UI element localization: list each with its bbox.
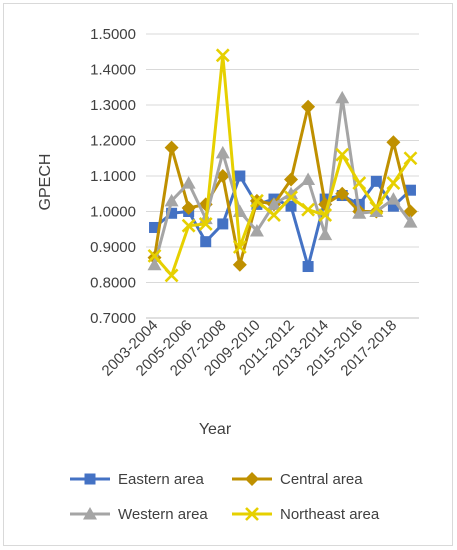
data-point xyxy=(217,218,229,230)
data-point xyxy=(166,207,178,219)
y-axis-title: GPECH xyxy=(37,154,54,211)
legend-item: Central area xyxy=(232,471,363,488)
data-point xyxy=(181,218,196,233)
y-tick-label: 1.4000 xyxy=(90,62,136,79)
data-point xyxy=(318,208,333,222)
data-point xyxy=(149,221,161,233)
data-point xyxy=(147,257,162,271)
data-point xyxy=(403,151,418,166)
data-point xyxy=(284,186,299,200)
y-tick-label: 1.2000 xyxy=(90,133,136,150)
data-point xyxy=(335,147,350,162)
data-point xyxy=(215,145,230,159)
data-point xyxy=(249,193,264,208)
data-point xyxy=(164,193,179,207)
legend-label: Western area xyxy=(118,506,208,523)
legend-marker xyxy=(83,507,97,520)
data-point xyxy=(301,202,316,217)
series-line xyxy=(153,53,412,277)
data-point xyxy=(234,170,246,182)
data-point xyxy=(181,176,196,189)
data-point xyxy=(387,200,399,212)
chart-frame xyxy=(3,3,453,546)
legend-label: Central area xyxy=(280,471,363,488)
data-point xyxy=(267,208,281,222)
series-line xyxy=(153,96,412,266)
data-point xyxy=(284,190,298,205)
data-point xyxy=(301,172,316,186)
data-point xyxy=(403,215,418,228)
y-axis-tick-labels: 0.7000 0.8000 0.9000 1.0000 1.1000 1.2000 1.30… xyxy=(90,26,136,327)
data-point xyxy=(370,175,382,187)
y-tick-label: 0.7000 xyxy=(90,310,136,327)
data-point xyxy=(249,224,264,237)
data-point xyxy=(302,261,314,273)
y-tick-label: 1.1000 xyxy=(90,168,136,185)
data-point xyxy=(369,201,384,215)
legend-item: Western area xyxy=(70,506,208,523)
data-point xyxy=(266,197,281,210)
data-point xyxy=(386,192,401,205)
legend-label: Eastern area xyxy=(118,471,205,488)
data-point xyxy=(404,184,416,196)
x-axis-title: Year xyxy=(199,421,232,438)
data-point xyxy=(301,99,316,114)
legend-marker xyxy=(84,473,96,485)
data-point xyxy=(215,169,230,183)
y-tick-label: 0.8000 xyxy=(90,275,136,292)
series-northeast-area xyxy=(147,48,418,283)
data-point xyxy=(352,206,367,219)
legend-item: Eastern area xyxy=(70,471,205,488)
data-point xyxy=(386,176,401,191)
series-layer xyxy=(147,48,418,283)
y-tick-label: 1.5000 xyxy=(90,26,136,43)
legend-label: Northeast area xyxy=(280,506,380,523)
data-point xyxy=(285,200,297,212)
y-tick-label: 0.9000 xyxy=(90,239,136,256)
data-point xyxy=(181,200,196,215)
legend-marker xyxy=(245,507,259,521)
y-tick-label: 1.3000 xyxy=(90,97,136,114)
data-point xyxy=(164,268,179,283)
data-point xyxy=(215,48,230,63)
data-point xyxy=(200,236,212,248)
legend-item: Northeast area xyxy=(232,506,380,523)
x-axis-tick-labels: 2003-20042005-20062007-20082009-20102011… xyxy=(99,317,401,380)
series-line xyxy=(153,174,412,269)
data-point xyxy=(284,172,299,187)
data-point xyxy=(232,257,247,272)
data-point xyxy=(335,90,350,104)
data-point xyxy=(352,176,367,191)
data-point xyxy=(232,240,247,254)
data-point xyxy=(164,140,179,155)
data-point xyxy=(318,227,333,241)
data-point xyxy=(335,186,350,201)
data-point xyxy=(386,135,401,150)
legend-marker xyxy=(245,472,259,486)
data-point xyxy=(369,204,384,217)
legend: Eastern area Central area Western area Nort… xyxy=(70,471,380,523)
y-tick-label: 1.0000 xyxy=(90,204,136,221)
data-point xyxy=(198,217,213,231)
data-point xyxy=(147,248,162,263)
